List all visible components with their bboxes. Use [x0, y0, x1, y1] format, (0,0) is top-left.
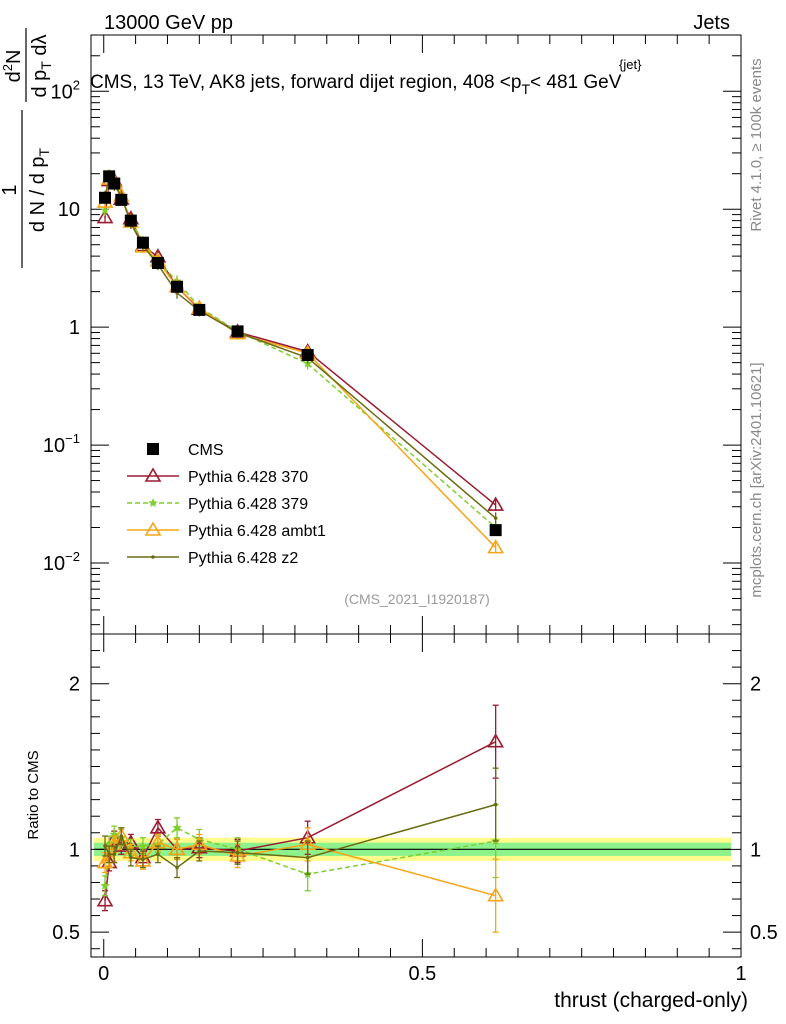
main-panel: 10−2 10−1 1 10 102 CMS Pythia 6.428 370 Pythia… [43, 34, 742, 635]
series-0-ratio [96, 704, 505, 912]
svg-text:1: 1 [0, 184, 21, 195]
legend-marker [148, 498, 158, 507]
cms-data-points [99, 170, 502, 537]
ratio-panel-frame [90, 633, 742, 958]
series-point [493, 516, 498, 520]
series-point [96, 208, 114, 224]
cms-data-point [124, 214, 137, 227]
title-suffix: < 481 GeV [530, 72, 622, 93]
series-0-main [96, 171, 505, 511]
legend-label: Pythia 6.428 370 [188, 469, 308, 486]
ratio-point [103, 844, 107, 848]
legend-marker [144, 521, 162, 536]
series-3-ratio [102, 767, 499, 879]
svg-text:d2N: d2N [0, 50, 25, 83]
cms-data-point [193, 303, 206, 316]
legend: CMS Pythia 6.428 370 Pythia 6.428 379 Pythi… [127, 442, 326, 567]
y-tick-label: 10 [58, 199, 80, 221]
ratio-point [235, 850, 240, 855]
ratio-y-tick-label-right: 1 [750, 839, 761, 861]
ratio-y-tick-label-right: 2 [750, 674, 761, 696]
cms-data-point [99, 191, 112, 204]
main-series-group [96, 169, 505, 554]
rivet-version-label: Rivet 4.1.0, ≥ 100k events [748, 58, 765, 231]
legend-marker [151, 555, 155, 559]
main-y-axis-label: 1 d N / d pT d2N d pT dλ [0, 28, 54, 268]
title-superscript: {jet} [619, 57, 642, 72]
ratio-y-tick-label-left: 1 [69, 839, 80, 861]
ratio-y-axis-label: Ratio to CMS [25, 750, 42, 839]
ratio-point [119, 834, 124, 838]
title-prefix: CMS, 13 TeV, AK8 jets, forward dijet reg… [90, 72, 521, 93]
ratio-series-group [96, 704, 505, 933]
legend-marker [147, 443, 159, 455]
x-tick-label: 1 [735, 963, 746, 985]
ratio-point [487, 733, 505, 748]
cms-data-point [151, 256, 164, 269]
svg-text:d N / d pT: d N / d pT [27, 147, 52, 232]
title-subscript: T [521, 81, 530, 97]
ratio-point [487, 887, 505, 902]
ratio-point [141, 857, 145, 862]
y-tick-label: 102 [51, 77, 80, 103]
x-tick-label: 0.5 [408, 963, 436, 985]
analysis-id: (CMS_2021_I1920187) [344, 591, 490, 607]
header-energy: 13000 GeV pp [104, 12, 233, 34]
ratio-point [175, 865, 179, 870]
main-panel-frame [90, 34, 742, 635]
series-line [104, 175, 497, 519]
cms-data-point [489, 524, 502, 537]
series-line [104, 177, 497, 549]
cms-data-point [108, 177, 121, 190]
legend-label: Pythia 6.428 379 [188, 496, 308, 513]
x-axis-ticks: 0 0.5 1 [98, 35, 747, 985]
cms-data-point [136, 236, 149, 249]
ratio-point [156, 852, 160, 857]
mcplots-source-label: mcplots.cern.ch [arXiv:2401.10621] [748, 362, 765, 597]
y-tick-label: 10−2 [43, 549, 80, 575]
series-line [104, 179, 497, 506]
x-axis-label: thrust (charged-only) [554, 989, 748, 1012]
ratio-point [96, 892, 114, 907]
ratio-point [149, 819, 167, 834]
legend-marker [144, 467, 162, 482]
header-process: Jets [693, 12, 730, 34]
ratio-axis-ticks: 0.5 0.5 1 1 2 2 [52, 650, 778, 950]
series-point [487, 496, 505, 511]
ratio-point [107, 852, 111, 857]
svg-text:CMS, 13 TeV, AK8 jets, forward: CMS, 13 TeV, AK8 jets, forward dijet reg… [90, 72, 622, 97]
y-tick-label: 1 [69, 317, 80, 339]
main-axis-ticks: 10−2 10−1 1 10 102 [43, 34, 741, 626]
ratio-point [100, 880, 110, 890]
ratio-uncertainty-band [94, 837, 731, 861]
ratio-point [197, 849, 202, 853]
chart-title: CMS, 13 TeV, AK8 jets, forward dijet reg… [90, 57, 642, 97]
ratio-panel: 0.5 0.5 1 1 2 2 [52, 633, 778, 958]
ratio-point [172, 822, 182, 832]
ratio-point [493, 802, 498, 807]
ratio-point [168, 840, 186, 856]
cms-data-point [171, 280, 184, 293]
ratio-point [112, 852, 117, 857]
ratio-y-tick-label-left: 2 [69, 674, 80, 696]
ratio-y-tick-label-right: 0.5 [750, 922, 778, 944]
ratio-point [138, 841, 148, 851]
legend-label: Pythia 6.428 z2 [188, 550, 298, 567]
y-tick-label: 10−1 [43, 431, 80, 457]
series-point [487, 539, 505, 554]
ratio-point [305, 855, 310, 860]
cms-data-point [301, 349, 314, 362]
legend-label: CMS [188, 442, 224, 459]
ratio-point [129, 855, 133, 860]
legend-label: Pythia 6.428 ambt1 [188, 523, 326, 540]
ratio-y-tick-label-left: 0.5 [52, 922, 80, 944]
x-tick-label: 0 [98, 963, 109, 985]
cms-data-point [231, 325, 244, 338]
series-point [100, 205, 110, 215]
svg-text:d pT dλ: d pT dλ [29, 34, 54, 97]
cms-data-point [115, 193, 128, 206]
